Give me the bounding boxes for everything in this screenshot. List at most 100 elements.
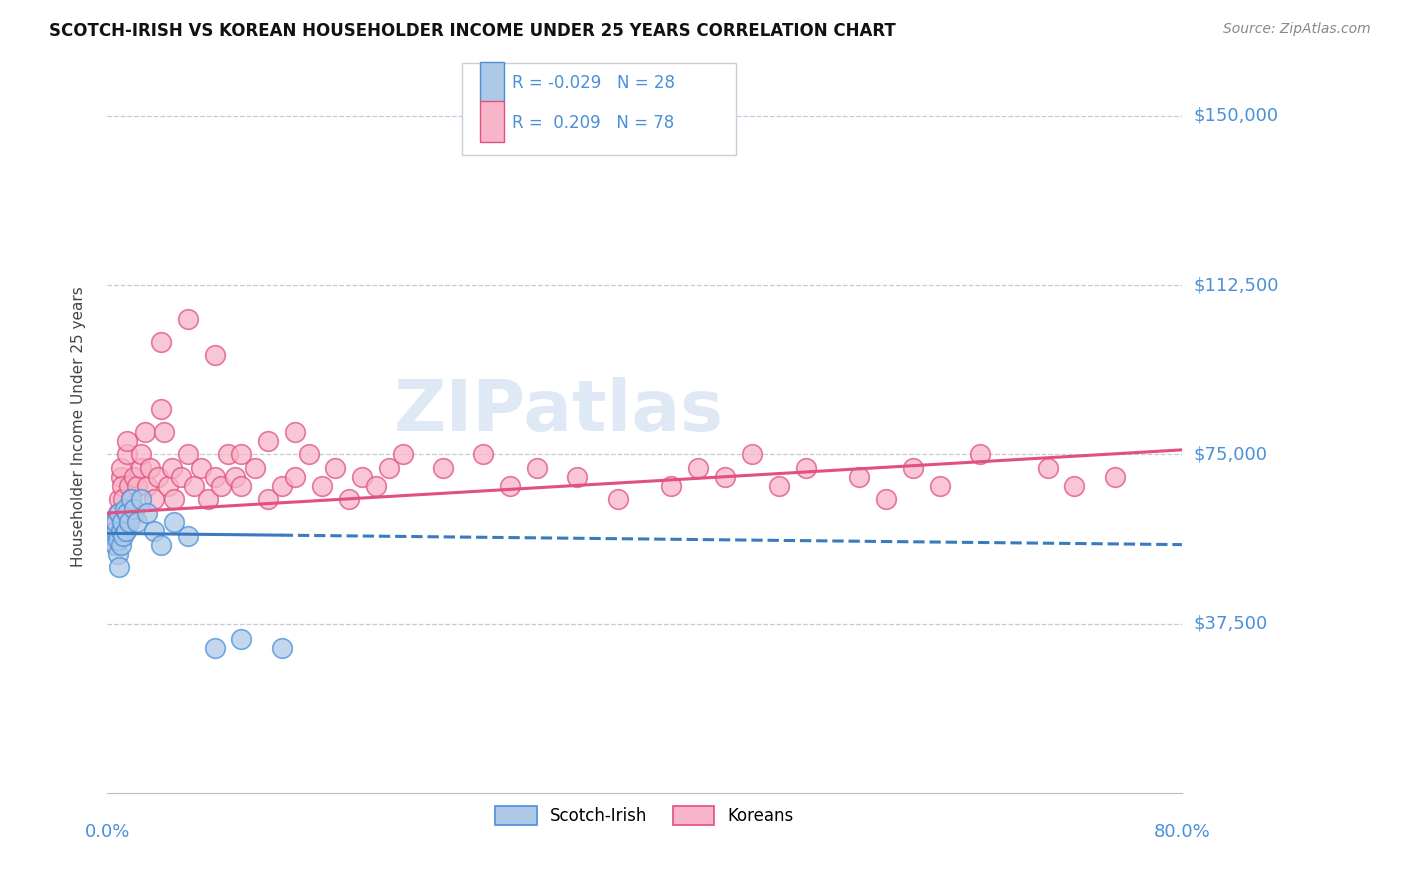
Point (190, 461, 212, 475)
Point (114, 524, 136, 538)
Point (115, 524, 138, 538)
Point (606, 492, 628, 507)
Point (197, 492, 219, 507)
Point (364, 479, 387, 493)
Point (122, 506, 145, 520)
Point (134, 425, 156, 439)
Point (110, 461, 132, 475)
Point (204, 470, 226, 484)
Point (270, 641, 292, 656)
Point (152, 425, 174, 439)
Point (143, 492, 166, 507)
Point (108, 560, 131, 574)
Point (231, 479, 253, 493)
Point (112, 528, 135, 542)
Point (105, 538, 128, 552)
Point (1104, 470, 1126, 484)
Point (136, 479, 159, 493)
Point (352, 470, 374, 484)
Point (1036, 461, 1059, 475)
Point (688, 461, 710, 475)
Point (110, 470, 132, 484)
Point (567, 470, 589, 484)
Point (311, 479, 333, 493)
Point (149, 402, 172, 417)
Point (107, 533, 129, 547)
Point (117, 515, 139, 529)
Point (115, 506, 138, 520)
Point (120, 492, 142, 507)
Point (110, 538, 132, 552)
Point (325, 461, 347, 475)
Point (284, 470, 307, 484)
Point (472, 447, 495, 461)
Point (105, 524, 128, 538)
Point (129, 492, 152, 507)
Point (146, 470, 169, 484)
Point (120, 492, 142, 507)
Point (297, 447, 319, 461)
Point (170, 470, 193, 484)
FancyBboxPatch shape (461, 63, 735, 155)
Text: SCOTCH-IRISH VS KOREAN HOUSEHOLDER INCOME UNDER 25 YEARS CORRELATION CHART: SCOTCH-IRISH VS KOREAN HOUSEHOLDER INCOM… (49, 22, 896, 40)
Bar (479, 62, 503, 102)
Point (378, 461, 401, 475)
Point (163, 515, 186, 529)
Legend: Scotch-Irish, Koreans: Scotch-Irish, Koreans (488, 799, 800, 832)
Point (111, 479, 134, 493)
Point (115, 506, 138, 520)
Point (122, 501, 145, 516)
Point (243, 461, 266, 475)
Point (659, 479, 682, 493)
Point (156, 479, 179, 493)
Point (257, 434, 280, 448)
Point (875, 492, 897, 507)
Text: Source: ZipAtlas.com: Source: ZipAtlas.com (1223, 22, 1371, 37)
Point (741, 447, 763, 461)
Point (110, 524, 132, 538)
Point (176, 312, 198, 326)
Point (270, 479, 292, 493)
Point (149, 538, 172, 552)
Point (768, 479, 790, 493)
Point (149, 334, 172, 349)
Text: $112,500: $112,500 (1194, 277, 1278, 294)
Point (103, 528, 125, 542)
Point (204, 348, 226, 362)
Point (104, 538, 127, 552)
Point (209, 479, 232, 493)
Point (284, 425, 307, 439)
Point (105, 515, 128, 529)
Point (115, 434, 138, 448)
Y-axis label: Householder Income Under 25 years: Householder Income Under 25 years (72, 285, 86, 566)
Point (391, 447, 413, 461)
Point (231, 447, 253, 461)
Point (176, 447, 198, 461)
Point (103, 515, 125, 529)
Point (136, 506, 159, 520)
Text: R = -0.029   N = 28: R = -0.029 N = 28 (512, 74, 675, 92)
Point (257, 492, 280, 507)
Point (1063, 479, 1085, 493)
Point (848, 470, 870, 484)
Point (107, 506, 129, 520)
Point (929, 479, 952, 493)
Text: $150,000: $150,000 (1194, 107, 1278, 125)
Point (163, 492, 186, 507)
Point (794, 461, 817, 475)
Point (129, 461, 152, 475)
Text: 0.0%: 0.0% (84, 823, 129, 841)
Point (122, 470, 145, 484)
Point (160, 461, 183, 475)
Point (104, 524, 127, 538)
Point (114, 501, 136, 516)
Point (969, 447, 991, 461)
Point (112, 492, 135, 507)
Text: 80.0%: 80.0% (1153, 823, 1211, 841)
Point (231, 632, 253, 647)
Point (117, 479, 139, 493)
Point (108, 506, 131, 520)
Point (125, 515, 148, 529)
Point (714, 470, 737, 484)
Point (903, 461, 925, 475)
